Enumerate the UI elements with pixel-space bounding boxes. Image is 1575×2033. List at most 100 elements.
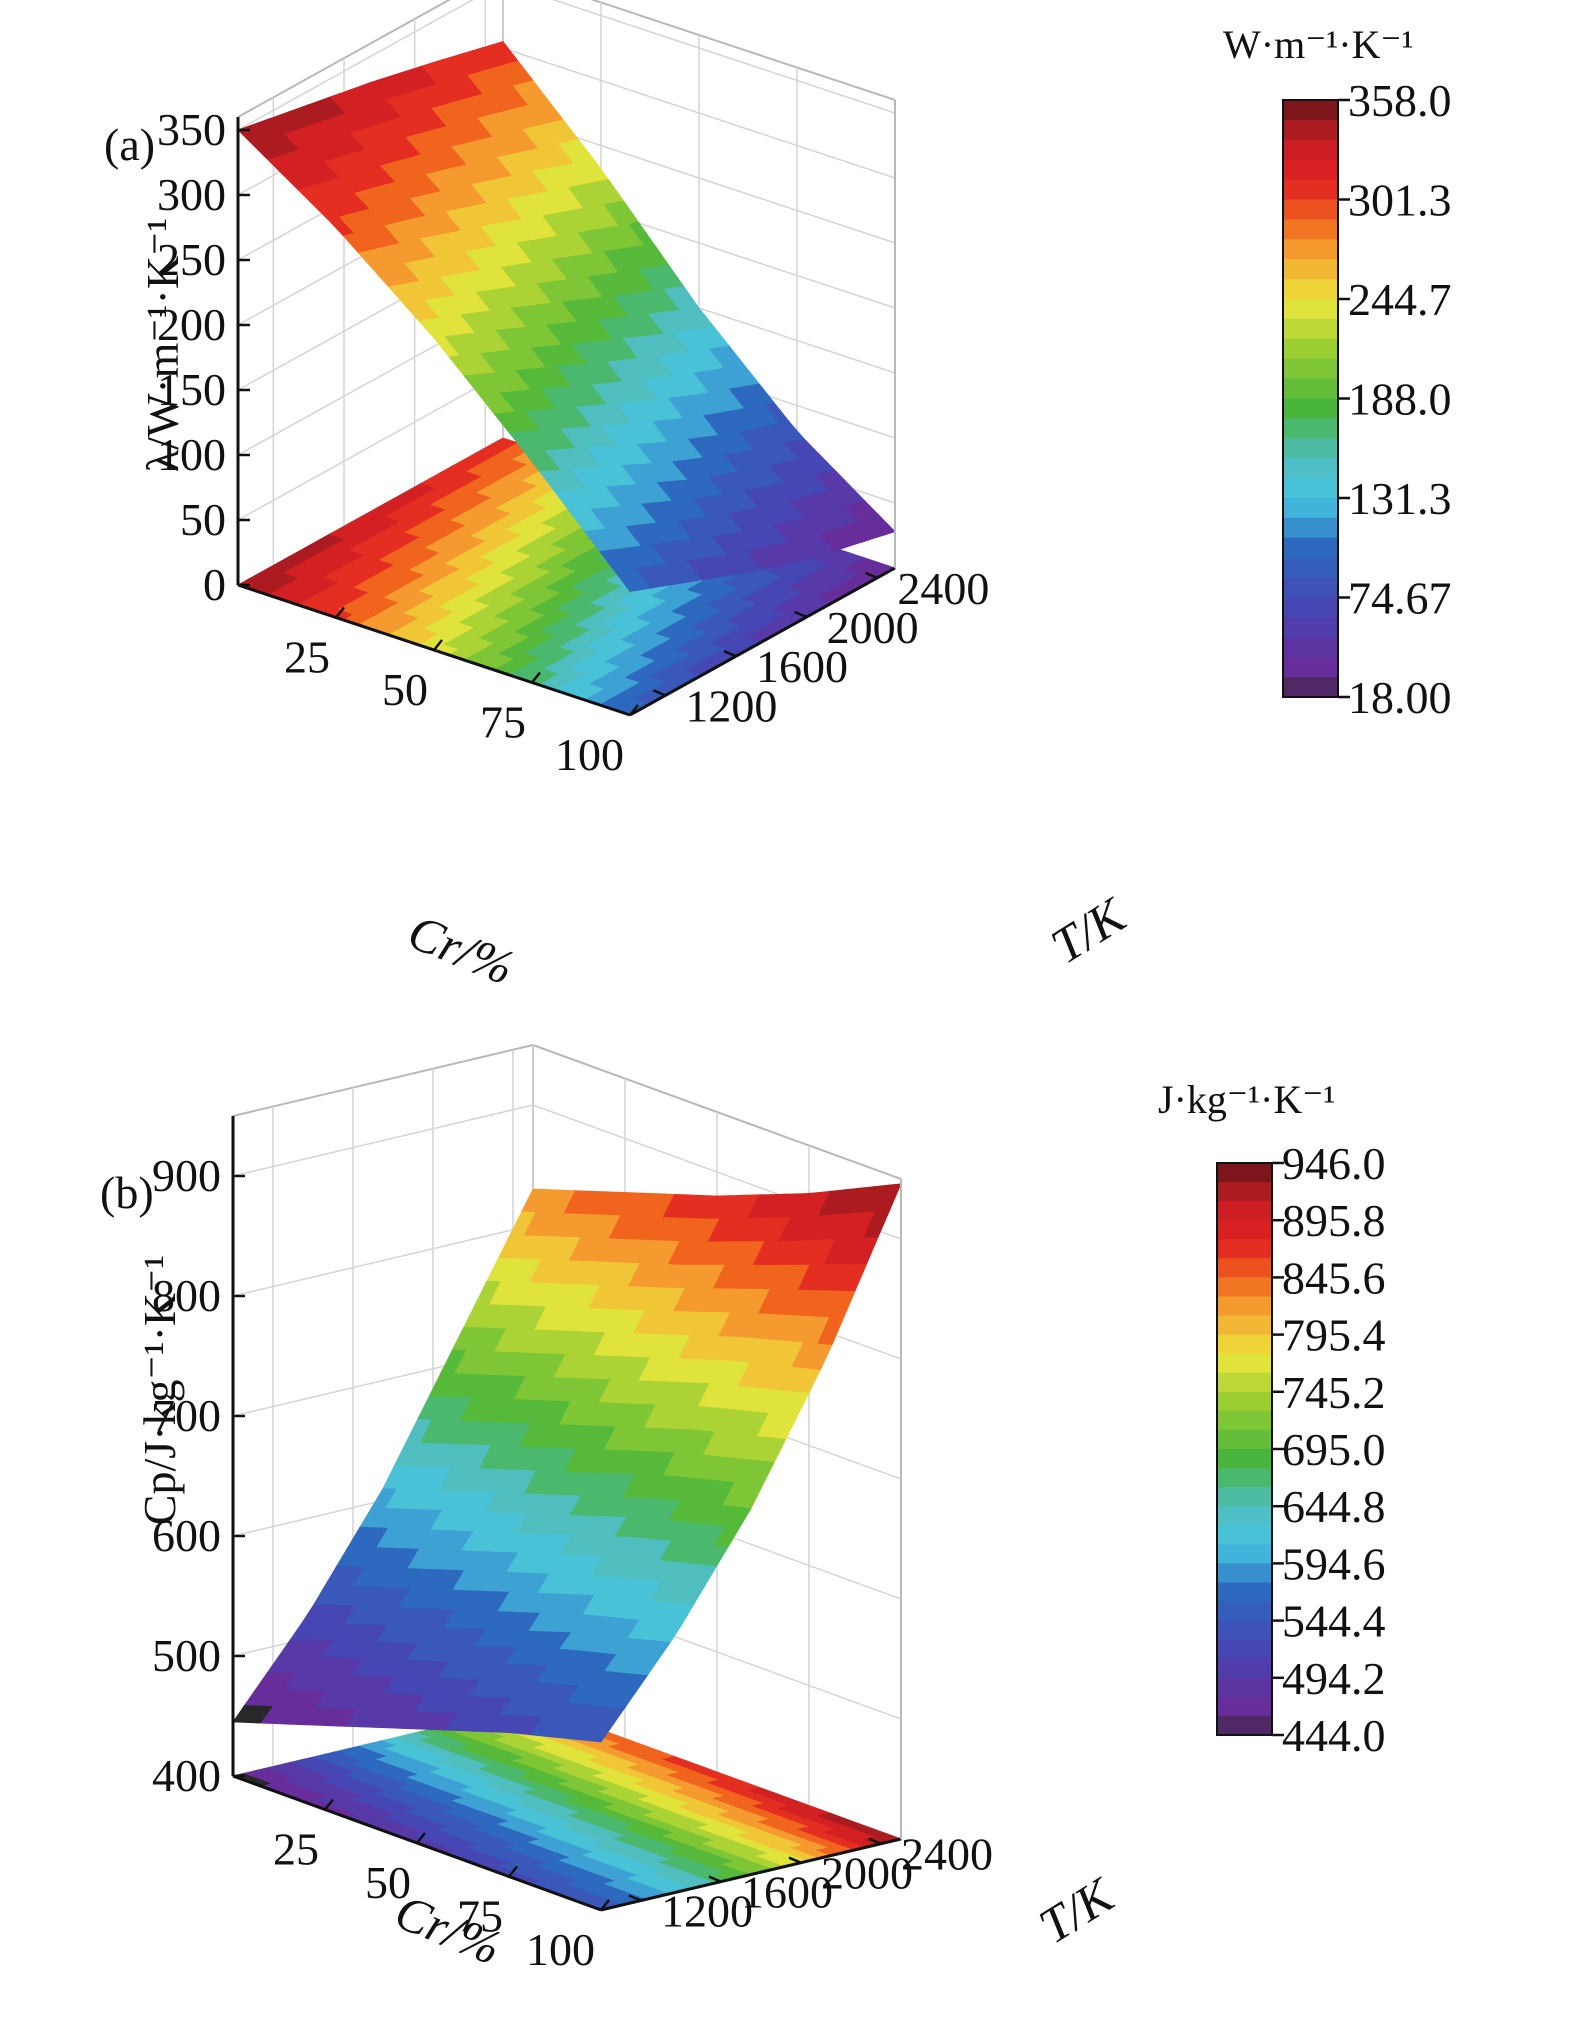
surface-cell xyxy=(586,1723,614,1743)
colorbar-band xyxy=(1217,1258,1272,1278)
colorbar-tick-label: 946.0 xyxy=(1282,1138,1386,1189)
colorbar-band xyxy=(1283,100,1338,121)
y-tick-label: 1600 xyxy=(741,1867,833,1918)
colorbar-band xyxy=(1283,279,1338,300)
colorbar-tick-label: 444.0 xyxy=(1282,1710,1386,1761)
colorbar-band xyxy=(1217,1391,1272,1412)
colorbar-unit: W·m⁻¹·K⁻¹ xyxy=(1223,22,1414,67)
y-tick xyxy=(788,1856,802,1864)
y-tick-label: 2000 xyxy=(827,602,919,653)
colorbar-band xyxy=(1217,1563,1272,1584)
axes: 0 50 100 150 200 250 300 350 25 50 75 100 1200160020… xyxy=(157,100,989,780)
colorbar-band xyxy=(1283,557,1338,579)
colorbar-band xyxy=(1217,1639,1272,1660)
colorbar: 946.0 895.8 845.6 795.4 745.2 695.0 644.8 594.6… xyxy=(1216,1138,1386,1761)
colorbar-tick-label: 695.0 xyxy=(1282,1424,1386,1475)
x-tick-label: 100 xyxy=(526,1924,595,1975)
colorbar-tick-label: 544.4 xyxy=(1282,1596,1386,1647)
colorbar-band xyxy=(1283,199,1338,220)
colorbar-tick-label: 795.4 xyxy=(1282,1310,1386,1361)
colorbar-band xyxy=(1217,1677,1272,1698)
colorbar-band xyxy=(1283,498,1338,519)
colorbar-band xyxy=(1217,1372,1272,1393)
colorbar-tick-label: 188.0 xyxy=(1348,374,1452,425)
colorbar-band xyxy=(1283,338,1338,360)
colorbar-tick-label: 301.3 xyxy=(1348,175,1452,226)
colorbar-tick-label: 18.00 xyxy=(1348,672,1452,723)
z-tick-label: 350 xyxy=(157,104,226,155)
colorbar-band xyxy=(1217,1315,1272,1336)
colorbar-band xyxy=(1283,179,1338,201)
z-axis-label: Cp/J·kg⁻¹·K⁻¹ xyxy=(134,1255,185,1525)
z-tick-label: 150 xyxy=(157,364,226,415)
y-axis-label: T/K xyxy=(1041,886,1137,975)
z-tick-label: 200 xyxy=(157,299,226,350)
colorbar-band xyxy=(1217,1601,1272,1622)
x-tick xyxy=(531,671,541,684)
surface xyxy=(231,1183,903,1911)
z-tick-label: 0 xyxy=(203,559,226,610)
y-tick-label: 2400 xyxy=(897,563,989,614)
colorbar-tick-label: 358.0 xyxy=(1348,75,1452,126)
x-tick xyxy=(508,1865,518,1878)
y-tick xyxy=(652,689,666,697)
colorbar-tick-label: 745.2 xyxy=(1282,1367,1386,1418)
colorbar-band xyxy=(1217,1353,1272,1374)
colorbar-band xyxy=(1217,1239,1272,1259)
colorbar-band xyxy=(1283,139,1338,161)
colorbar-band xyxy=(1217,1487,1272,1507)
y-axis-label: T/K xyxy=(1029,1866,1125,1955)
colorbar-band xyxy=(1217,1449,1272,1469)
colorbar-band xyxy=(1283,657,1338,678)
z-tick-label: 300 xyxy=(157,169,226,220)
x-tick xyxy=(416,1832,426,1844)
colorbar-band xyxy=(1283,617,1338,638)
x-tick xyxy=(335,606,345,619)
colorbar-band xyxy=(1217,1620,1272,1641)
colorbar-band xyxy=(1217,1220,1272,1240)
colorbar-band xyxy=(1283,159,1338,181)
colorbar-tick-label: 594.6 xyxy=(1282,1538,1386,1589)
axes: 400 500 600 700 800 900 25 50 75 100 1200160020002… xyxy=(152,1116,993,1975)
colorbar-band xyxy=(1217,1658,1272,1679)
x-tick xyxy=(600,1899,610,1911)
y-tick-label: 2000 xyxy=(821,1848,913,1899)
colorbar-band xyxy=(1217,1182,1272,1202)
colorbar-tick-label: 131.3 xyxy=(1348,473,1452,524)
z-axis-label: λ/W·m⁻¹·K⁻¹ xyxy=(137,218,188,472)
colorbar-band xyxy=(1217,1582,1272,1603)
y-axis-line xyxy=(629,566,896,717)
z-tick-label: 600 xyxy=(152,1510,221,1561)
box-edge xyxy=(232,1044,534,1117)
y-tick xyxy=(723,650,737,658)
colorbar-band xyxy=(1283,517,1338,539)
colorbar-tick-label: 74.67 xyxy=(1348,573,1452,624)
z-tick-label: 700 xyxy=(152,1390,221,1441)
colorbar-band xyxy=(1283,677,1338,698)
colorbar-band xyxy=(1283,458,1338,479)
colorbar-band xyxy=(1217,1468,1272,1488)
x-tick-label: 100 xyxy=(555,729,624,780)
x-axis-label: Cr/% xyxy=(401,903,522,996)
x-tick xyxy=(324,1798,334,1811)
colorbar-band xyxy=(1217,1429,1272,1450)
colorbar-band xyxy=(1283,418,1338,439)
colorbar-band xyxy=(1283,119,1338,141)
colorbar-band xyxy=(1217,1296,1272,1317)
colorbar-band xyxy=(1217,1544,1272,1564)
y-tick-label: 2400 xyxy=(901,1829,993,1880)
surface xyxy=(237,41,896,716)
colorbar-unit: J·kg⁻¹·K⁻¹ xyxy=(1158,1077,1335,1122)
surface-cell xyxy=(614,569,641,592)
colorbar-band xyxy=(1283,239,1338,260)
x-tick xyxy=(433,639,443,651)
colorbar-band xyxy=(1217,1334,1272,1355)
colorbar-band xyxy=(1217,1201,1272,1221)
colorbar-band xyxy=(1283,478,1338,499)
colorbar-band xyxy=(1217,1696,1272,1717)
colorbar-band xyxy=(1217,1277,1272,1298)
x-tick-label: 75 xyxy=(480,697,526,748)
colorbar-band xyxy=(1283,398,1338,419)
colorbar-band xyxy=(1283,299,1338,320)
